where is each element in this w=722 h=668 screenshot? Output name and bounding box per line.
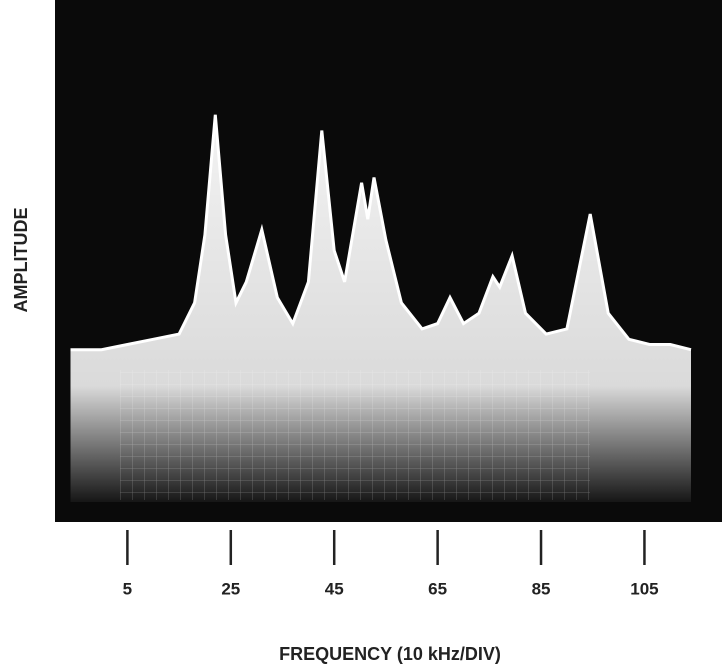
x-axis-label: FREQUENCY (10 kHz/DIV) [279, 644, 501, 664]
plot-area [70, 114, 692, 503]
y-axis-label: AMPLITUDE [11, 208, 31, 313]
spectrum-trace [70, 114, 692, 352]
spectrum-area [70, 114, 691, 503]
x-tick-label: 85 [532, 579, 551, 598]
x-tick-label: 65 [428, 579, 447, 598]
x-tick-label: 45 [325, 579, 344, 598]
x-tick-label: 25 [221, 579, 240, 598]
x-tick-label: 5 [123, 579, 132, 598]
x-tick-label: 105 [630, 579, 658, 598]
